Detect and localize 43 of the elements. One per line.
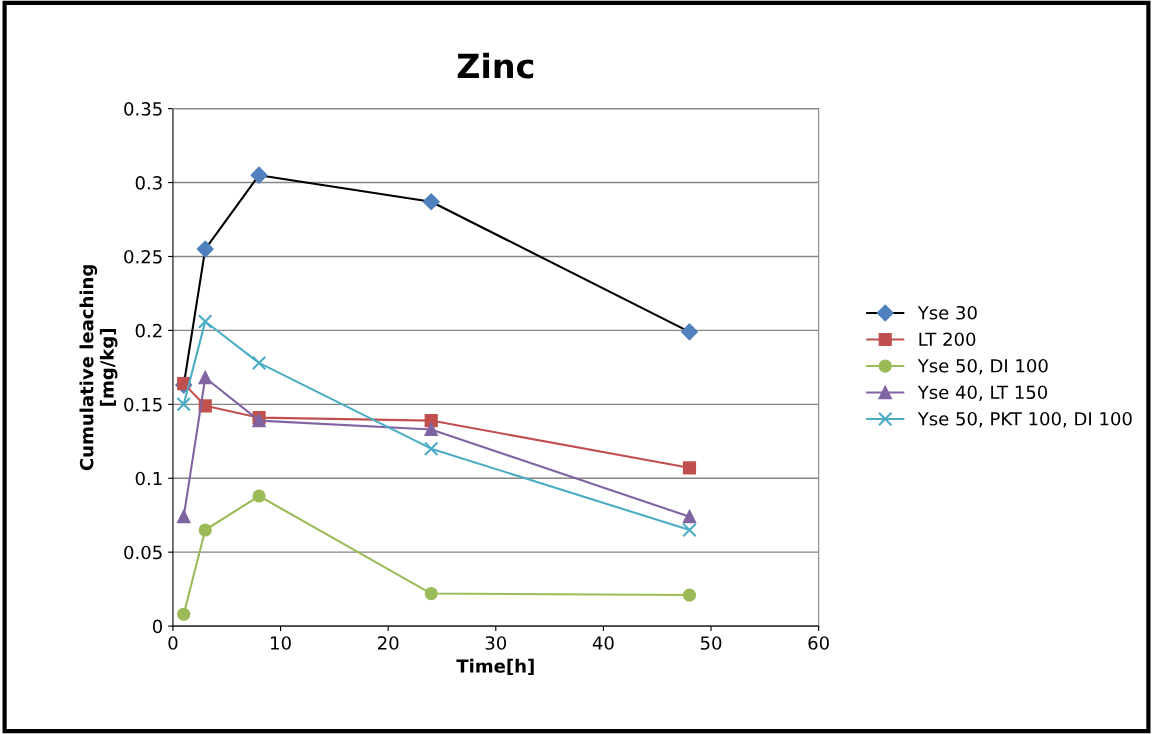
- chart-title: Zinc: [457, 52, 534, 79]
- point: [252, 489, 266, 503]
- point: [682, 588, 697, 602]
- x-tick-label: 30: [485, 636, 507, 650]
- point: [251, 355, 267, 371]
- x-tick-label: 40: [592, 636, 614, 650]
- x-axis-title: Time[h]: [456, 658, 534, 675]
- point: [176, 397, 191, 412]
- point: [198, 371, 212, 385]
- y-tick-label: 0.1: [135, 471, 162, 486]
- legend-label: Yse 40, LT 150: [917, 385, 1048, 401]
- x-tick-label: 20: [378, 636, 399, 650]
- point: [422, 193, 440, 211]
- point: [250, 166, 268, 184]
- point: [680, 323, 699, 341]
- y-tick-label: 0: [152, 619, 163, 634]
- point: [177, 510, 191, 524]
- point: [423, 441, 439, 456]
- point: [197, 314, 213, 329]
- y-tick-label: 0.3: [135, 176, 162, 190]
- point: [682, 510, 697, 524]
- point: [424, 422, 438, 437]
- point: [682, 461, 697, 475]
- point: [424, 414, 438, 428]
- point: [177, 607, 191, 621]
- y-axis-title: Cumulative leaching [mg/kg]: [79, 265, 118, 471]
- point: [198, 523, 212, 537]
- legend-label: Yse 50, DI 100: [917, 358, 1048, 375]
- y-tick-label: 0.25: [124, 249, 162, 264]
- x-tick-label: 60: [808, 636, 829, 650]
- legend-label: Yse 50, PKT 100, DI 100: [917, 411, 1132, 428]
- point: [196, 240, 214, 258]
- x-tick-label: 10: [271, 636, 291, 650]
- point: [424, 586, 438, 601]
- y-tick-label: 0.05: [124, 545, 162, 560]
- y-tick-label: 0.15: [124, 397, 162, 412]
- legend-label: LT 200: [919, 332, 976, 347]
- x-tick-label: 0: [168, 636, 178, 650]
- point: [682, 522, 697, 538]
- y-tick-label: 0.35: [124, 102, 162, 116]
- y-tick-label: 0.2: [135, 323, 162, 338]
- x-tick-label: 50: [700, 636, 722, 650]
- legend-label: Yse 30: [917, 305, 977, 320]
